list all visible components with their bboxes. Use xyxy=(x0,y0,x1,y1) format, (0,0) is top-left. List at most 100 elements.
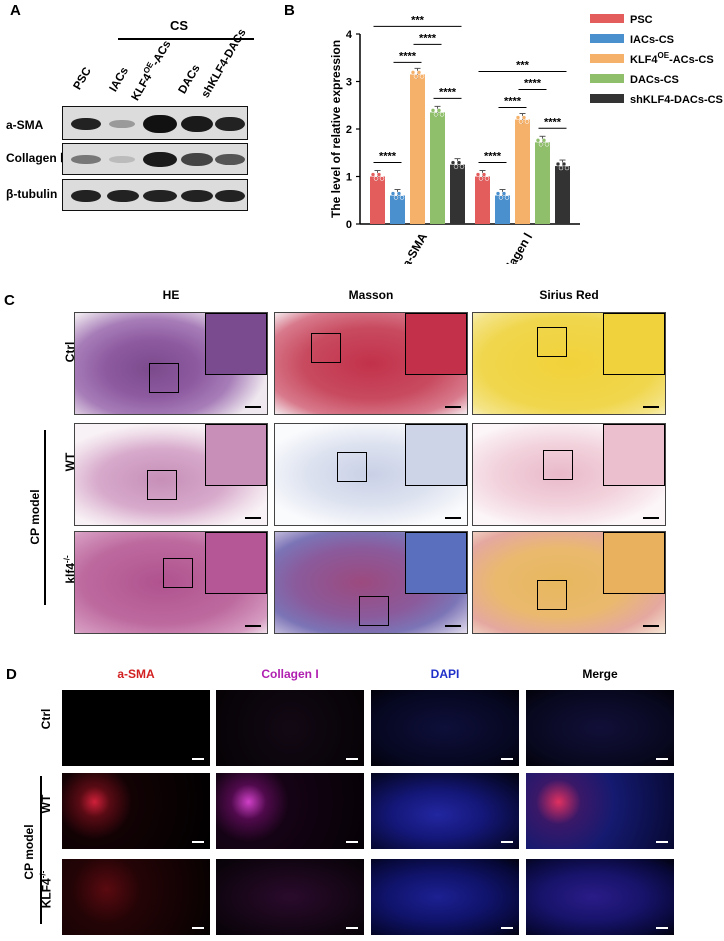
data-point xyxy=(399,195,405,200)
data-point xyxy=(370,172,376,177)
data-point xyxy=(495,191,501,196)
legend-entry: IACs-CS xyxy=(630,34,674,46)
sirius-ctrl-image xyxy=(472,312,666,415)
if-col-asma: a-SMA xyxy=(117,667,155,681)
y-tick-label: 3 xyxy=(346,77,352,89)
bar xyxy=(555,166,570,224)
masson-ctrl-image xyxy=(274,312,468,415)
data-point xyxy=(504,195,510,200)
y-tick-label: 2 xyxy=(346,124,352,136)
data-point xyxy=(453,164,459,169)
if-group-line xyxy=(40,776,42,924)
y-tick-label: 4 xyxy=(346,29,353,41)
if-group-cp: CP model xyxy=(22,824,36,880)
data-point xyxy=(379,176,385,181)
data-point xyxy=(433,112,439,117)
data-point xyxy=(558,165,564,171)
data-point xyxy=(518,119,524,124)
legend-swatch xyxy=(590,54,624,63)
bar xyxy=(495,195,510,224)
significance-label: **** xyxy=(544,116,562,128)
data-point xyxy=(430,108,436,113)
panel-label-d: D xyxy=(6,666,17,683)
blot-asma xyxy=(62,106,248,140)
lane-label-iacs: IACs xyxy=(107,65,132,94)
legend-swatch xyxy=(590,74,624,83)
blot-tubulin xyxy=(62,179,248,211)
if-ctrl-asma xyxy=(62,690,210,766)
significance-label: **** xyxy=(439,86,457,98)
lane-label-dacs: DACs xyxy=(176,62,203,96)
data-point xyxy=(475,172,481,177)
blot-label-tubulin: β-tubulin xyxy=(6,187,58,201)
significance-label: **** xyxy=(524,78,542,90)
bar xyxy=(430,112,445,224)
data-point xyxy=(564,165,570,171)
data-point xyxy=(396,191,402,196)
legend-swatch xyxy=(590,14,624,23)
data-point xyxy=(538,142,544,147)
significance-label: **** xyxy=(379,151,397,163)
data-point xyxy=(456,160,462,165)
bar xyxy=(390,195,405,224)
blot-label-asma: a-SMA xyxy=(6,118,44,132)
data-point xyxy=(541,138,547,143)
significance-label: **** xyxy=(484,151,502,163)
he-klf4-image xyxy=(74,531,268,634)
panel-label-b: B xyxy=(284,2,295,19)
legend-swatch xyxy=(590,94,624,103)
data-point xyxy=(521,115,527,120)
data-point xyxy=(478,176,484,181)
if-ctrl-dapi xyxy=(371,690,519,766)
if-col-merge: Merge xyxy=(582,667,618,681)
data-point xyxy=(419,74,425,79)
bar xyxy=(370,176,385,224)
if-wt-collagen xyxy=(216,773,364,849)
significance-label: **** xyxy=(399,50,417,62)
if-klf4-merge xyxy=(526,859,674,935)
cs-group-line xyxy=(118,38,254,40)
data-point xyxy=(450,160,456,165)
if-col-collagen: Collagen I xyxy=(261,667,319,681)
data-point xyxy=(515,115,521,120)
data-point xyxy=(376,172,382,177)
data-point xyxy=(535,138,541,143)
histology-col-sirius: Sirius Red xyxy=(539,288,599,302)
sirius-wt-image xyxy=(472,423,666,526)
histology-col-he: HE xyxy=(162,288,180,302)
legend-entry: KLF4OE-ACs-CS xyxy=(630,51,714,66)
data-point xyxy=(416,70,422,75)
y-tick-label: 1 xyxy=(346,172,352,184)
if-wt-asma xyxy=(62,773,210,849)
blot-label-collagen: Collagen Ⅰ xyxy=(6,151,64,165)
data-point xyxy=(410,70,416,75)
y-tick-label: 0 xyxy=(346,219,352,231)
he-wt-image xyxy=(74,423,268,526)
data-point xyxy=(544,142,550,147)
significance-label: *** xyxy=(411,14,425,26)
if-row-ctrl: Ctrl xyxy=(39,708,53,730)
data-point xyxy=(498,195,504,200)
if-wt-dapi xyxy=(371,773,519,849)
legend-entry: DACs-CS xyxy=(630,74,679,86)
he-ctrl-image xyxy=(74,312,268,415)
lane-label-psc: PSC xyxy=(71,65,94,92)
bar xyxy=(515,119,530,224)
legend-entry: PSC xyxy=(630,14,653,26)
data-point xyxy=(484,176,490,181)
if-klf4-dapi xyxy=(371,859,519,935)
if-wt-merge xyxy=(526,773,674,849)
histology-col-masson: Masson xyxy=(348,288,394,302)
bar xyxy=(450,164,465,224)
masson-wt-image xyxy=(274,423,468,526)
lane-label-klf4oe-acs: KLF4OE-ACs xyxy=(129,38,174,103)
bar xyxy=(410,74,425,224)
legend-entry: shKLF4-DACs-CS xyxy=(630,94,723,106)
histology-group-line xyxy=(44,430,46,605)
data-point xyxy=(501,191,507,196)
data-point xyxy=(436,108,442,113)
if-klf4-collagen xyxy=(216,859,364,935)
masson-klf4-image xyxy=(274,531,468,634)
cs-group-label: CS xyxy=(170,18,189,33)
